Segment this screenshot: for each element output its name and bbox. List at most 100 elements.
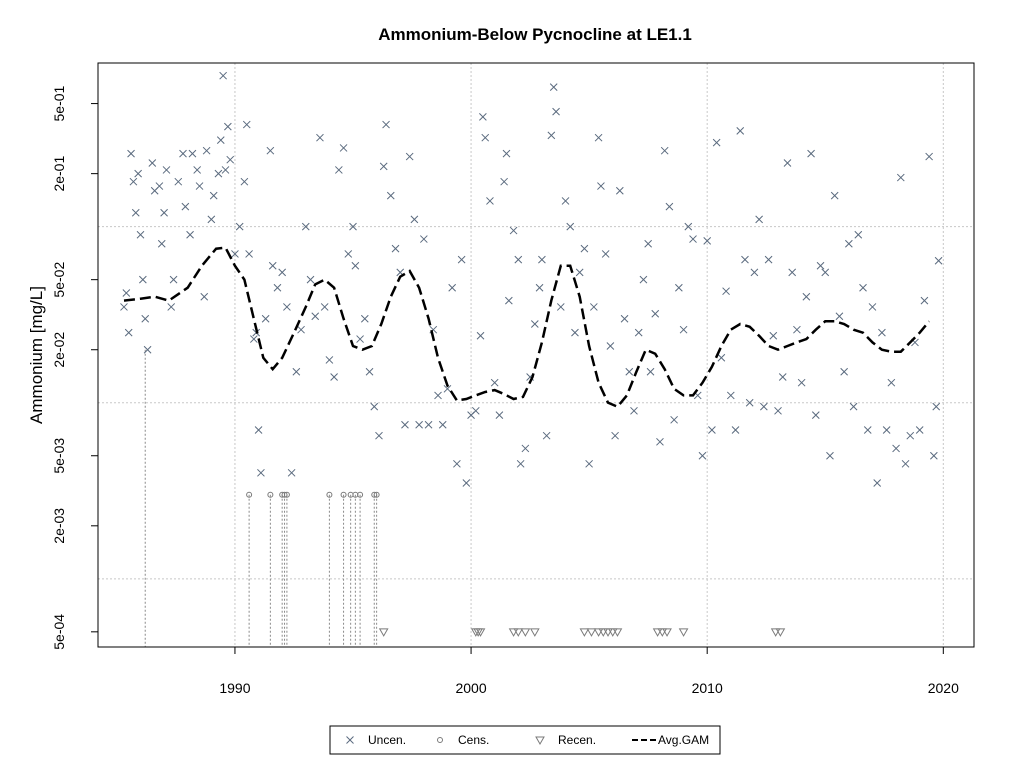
recensored-point — [662, 628, 672, 637]
x-mark-stroke — [169, 275, 178, 284]
uncensored-point — [634, 328, 643, 337]
x-mark-stroke — [597, 182, 605, 190]
x-mark-stroke — [481, 133, 490, 142]
uncensored-point — [556, 303, 565, 311]
y-tick-label: 2e-01 — [51, 156, 67, 192]
uncensored-point — [391, 244, 400, 253]
x-mark-stroke — [549, 83, 558, 91]
uncensored-point — [896, 173, 905, 182]
x-mark-stroke — [240, 177, 249, 186]
x-mark-stroke — [479, 113, 487, 121]
uncensored-point — [438, 420, 447, 429]
uncensored-point — [481, 133, 490, 142]
x-mark-stroke — [778, 373, 787, 381]
x-mark-stroke — [783, 159, 792, 167]
uncensored-point — [863, 426, 872, 434]
x-mark-stroke — [722, 287, 730, 296]
x-mark-stroke — [807, 149, 815, 158]
uncensored-point — [202, 146, 211, 155]
uncensored-point — [195, 182, 204, 190]
uncensored-point — [606, 342, 615, 350]
uncensored-point — [120, 303, 128, 311]
uncensored-point — [793, 325, 801, 334]
x-mark-stroke — [266, 146, 275, 155]
uncensored-point — [646, 367, 655, 376]
x-tick-label: 2010 — [692, 680, 723, 696]
x-mark-stroke — [306, 275, 315, 284]
uncensored-point — [214, 169, 223, 178]
uncensored-point — [351, 261, 360, 270]
x-mark-stroke — [129, 177, 138, 186]
x-mark-stroke — [301, 222, 310, 231]
x-mark-stroke — [268, 261, 277, 270]
x-mark-stroke — [349, 222, 357, 231]
uncensored-point — [330, 373, 338, 381]
uncensored-point — [597, 182, 605, 190]
x-mark-stroke — [764, 255, 773, 264]
x-mark-stroke — [741, 255, 749, 264]
x-mark-stroke — [316, 133, 324, 142]
uncensored-point — [283, 303, 291, 311]
uncensored-point — [934, 256, 943, 265]
y-tick-label: 5e-04 — [51, 614, 67, 650]
uncensored-point — [656, 437, 664, 446]
uncensored-point — [257, 468, 265, 477]
recensored-point — [508, 628, 519, 637]
x-mark-stroke — [620, 314, 629, 323]
uncensored-point — [240, 177, 249, 186]
x-mark-stroke — [386, 191, 395, 200]
uncensored-point — [731, 426, 740, 434]
x-mark-stroke — [708, 426, 716, 434]
uncensored-point — [143, 345, 152, 354]
x-mark-stroke — [136, 230, 145, 239]
uncensored-point — [169, 275, 178, 284]
uncensored-point — [826, 451, 834, 460]
uncensored-point — [615, 186, 624, 195]
x-mark-stroke — [660, 146, 669, 155]
uncensored-point — [849, 402, 858, 411]
x-mark-stroke — [925, 152, 933, 161]
uncensored-point — [216, 136, 225, 144]
uncensored-point — [932, 402, 941, 411]
recensored-point — [652, 628, 663, 637]
uncensored-point — [925, 152, 933, 161]
uncensored-point — [802, 292, 811, 301]
x-mark-stroke — [849, 402, 858, 411]
uncensored-point — [266, 146, 275, 155]
x-mark-stroke — [254, 426, 263, 434]
x-mark-stroke — [731, 426, 740, 434]
avg-gam-line — [123, 246, 931, 409]
uncensored-point — [410, 215, 419, 224]
uncensored-point — [448, 283, 457, 292]
x-mark-stroke — [502, 149, 511, 158]
uncensored-point — [901, 459, 910, 468]
x-mark-stroke — [143, 345, 152, 354]
uncensored-point — [882, 426, 891, 434]
x-mark-stroke — [788, 268, 797, 277]
uncensored-point — [708, 426, 716, 434]
x-mark-stroke — [188, 149, 197, 158]
x-mark-stroke — [148, 159, 157, 167]
uncensored-point — [207, 215, 216, 224]
x-mark-stroke — [802, 292, 811, 301]
uncensored-point — [486, 197, 494, 205]
uncensored-point — [301, 222, 310, 231]
uncensored-point — [764, 255, 773, 264]
x-mark-stroke — [379, 162, 388, 171]
x-mark-stroke — [224, 122, 232, 131]
x-mark-stroke — [231, 250, 239, 258]
x-mark-stroke — [892, 444, 900, 453]
x-mark-stroke — [124, 328, 133, 337]
x-mark-stroke — [325, 356, 334, 364]
x-mark-stroke — [639, 275, 648, 284]
x-mark-stroke — [375, 431, 383, 440]
x-mark-stroke — [670, 415, 678, 424]
uncensored-point — [179, 149, 187, 158]
x-mark-stroke — [141, 314, 150, 323]
uncensored-point — [769, 331, 778, 340]
uncensored-point — [854, 230, 863, 239]
uncensored-point — [906, 431, 915, 440]
recensored-point — [586, 628, 597, 637]
uncensored-point — [122, 289, 131, 297]
